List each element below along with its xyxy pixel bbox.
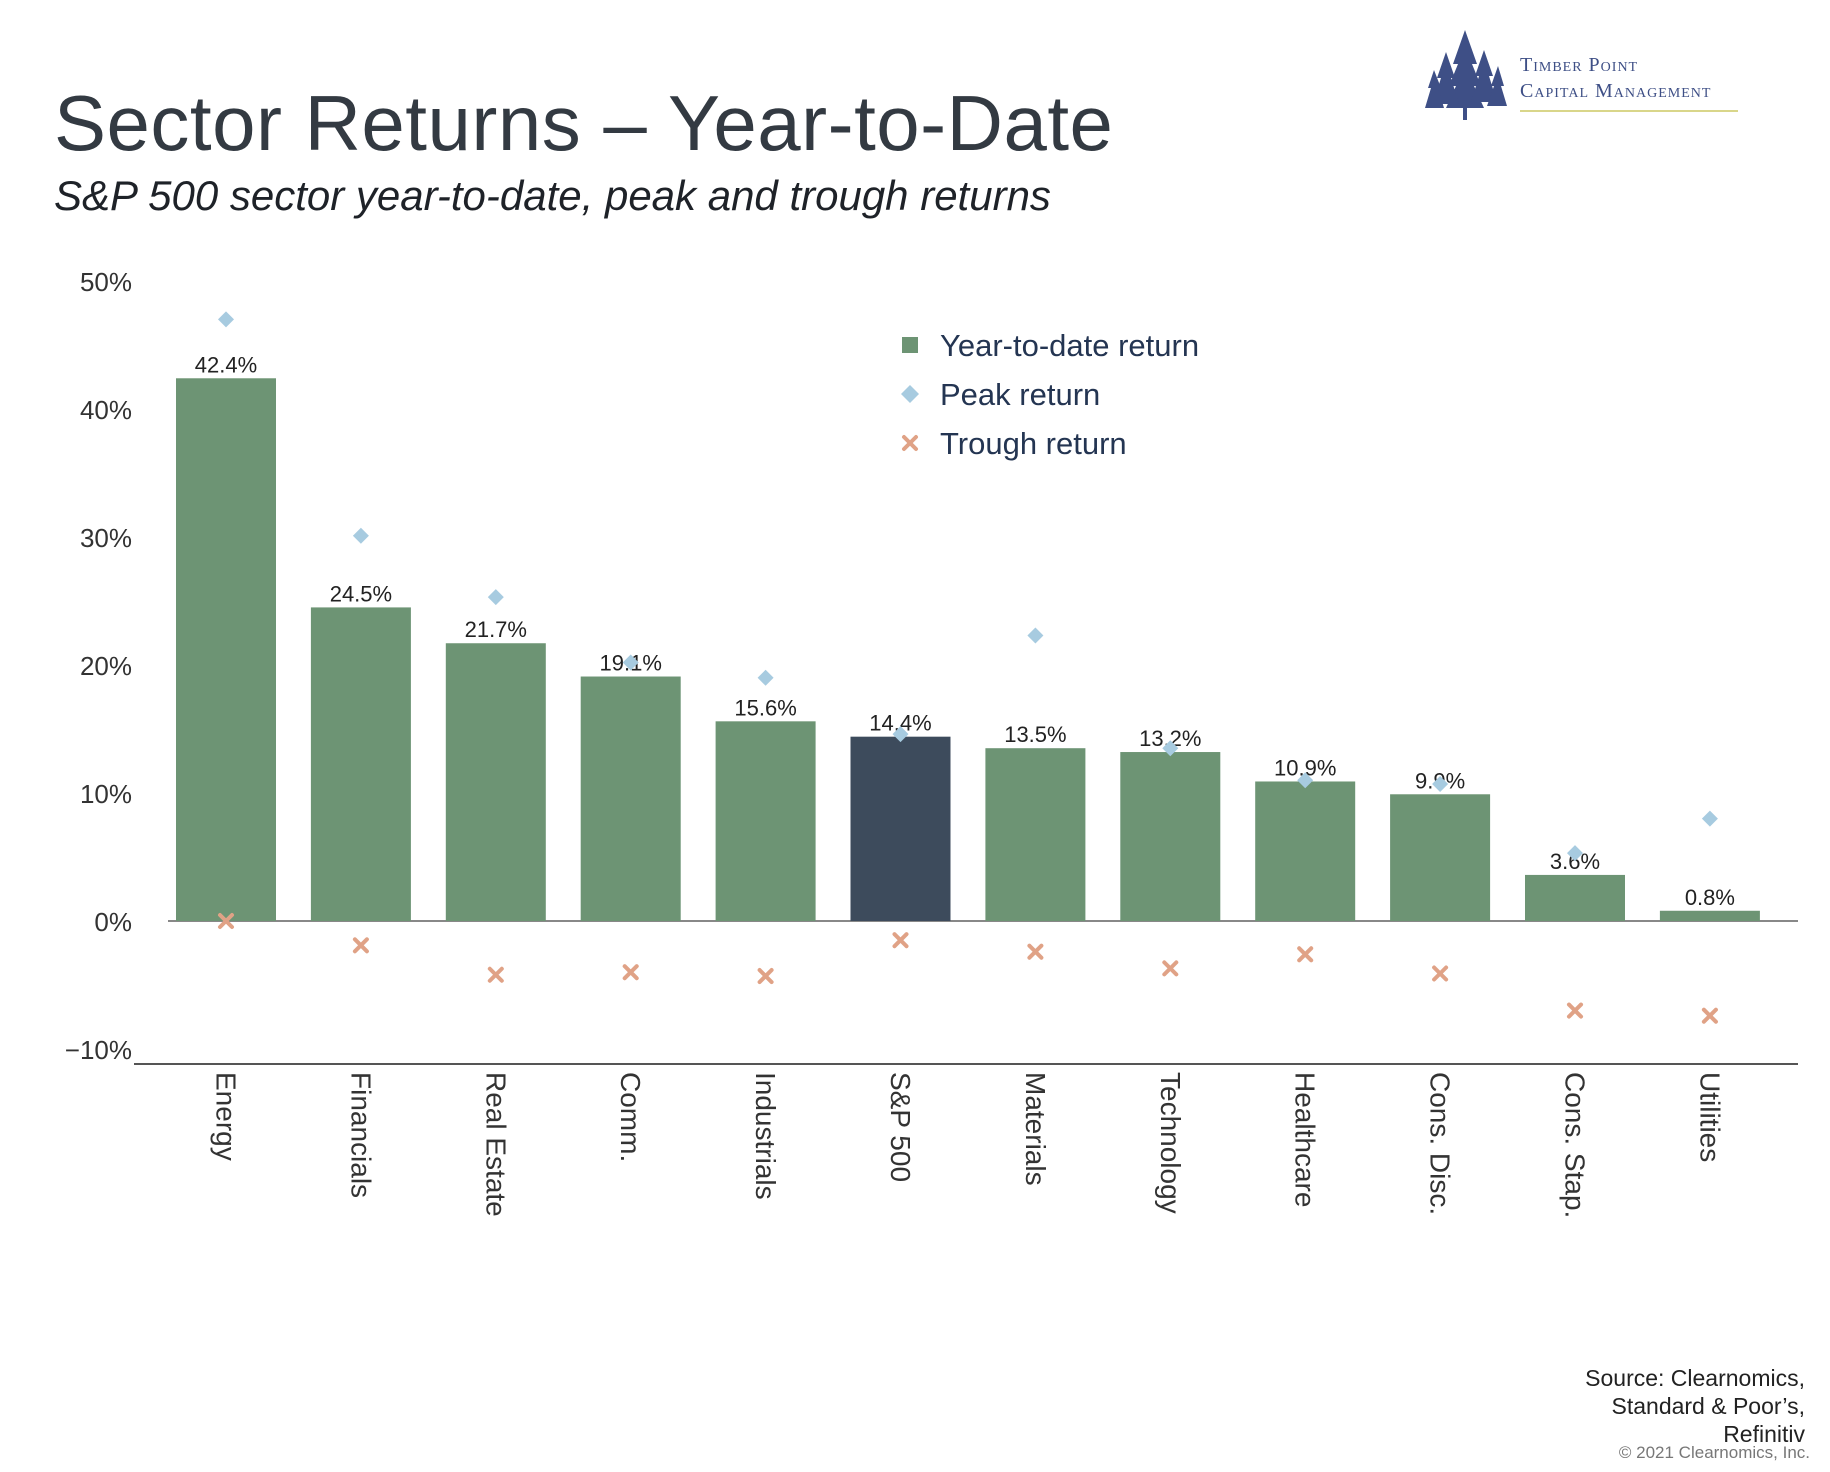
- trough-marker: [1432, 965, 1449, 982]
- legend-peak-swatch: [901, 385, 919, 403]
- trough-marker: [622, 964, 639, 981]
- x-category-label: Cons. Disc.: [1425, 1072, 1456, 1215]
- bar-s-p-500: [850, 736, 951, 921]
- y-tick-label: 10%: [80, 779, 132, 809]
- source-line-2: Standard & Poor’s,: [1611, 1393, 1806, 1419]
- x-category-label: Technology: [1155, 1072, 1186, 1214]
- data-label: 13.5%: [1004, 722, 1066, 747]
- legend-label: Peak return: [940, 377, 1100, 412]
- trough-marker: [218, 913, 234, 929]
- peak-marker: [1432, 776, 1449, 793]
- trough-marker: [1567, 1002, 1583, 1019]
- bar-healthcare: [1255, 781, 1356, 921]
- y-tick-label: 50%: [80, 267, 132, 297]
- trough-marker: [352, 937, 369, 954]
- legend-ytd-swatch: [902, 337, 918, 353]
- legend-label: Year-to-date return: [940, 328, 1199, 363]
- trough-marker: [1027, 943, 1044, 960]
- logo-line-2: Capital Management: [1520, 80, 1712, 102]
- y-tick-label: −10%: [65, 1035, 132, 1065]
- bar-financials: [310, 607, 411, 921]
- peak-marker: [218, 311, 234, 328]
- data-label: 15.6%: [734, 695, 796, 720]
- x-category-label: Cons. Stap.: [1560, 1072, 1591, 1218]
- y-tick-label: 20%: [80, 651, 132, 681]
- bar-materials: [985, 748, 1086, 921]
- bar-comm-: [580, 676, 681, 921]
- chart-subtitle: S&P 500 sector year-to-date, peak and tr…: [54, 172, 1051, 219]
- x-category-label: Comm.: [615, 1072, 646, 1162]
- logo-underline: [1520, 110, 1738, 112]
- logo-text: Timber Point Capital Management: [1520, 52, 1711, 104]
- logo-line-1: Timber Point: [1520, 54, 1639, 76]
- peak-marker: [892, 726, 909, 743]
- source-line-1: Source: Clearnomics,: [1585, 1365, 1805, 1391]
- trough-marker: [757, 968, 774, 985]
- peak-marker: [1297, 772, 1314, 789]
- source-note: Source: Clearnomics, Standard & Poor’s, …: [1585, 1364, 1805, 1448]
- x-category-label: Real Estate: [480, 1072, 511, 1217]
- y-tick-label: 40%: [80, 395, 132, 425]
- data-label: 21.7%: [465, 617, 527, 642]
- legend-trough-swatch: [902, 435, 918, 451]
- chart-title: Sector Returns – Year-to-Date: [54, 79, 1114, 167]
- bar-energy: [176, 378, 276, 921]
- bar-real-estate: [445, 643, 546, 921]
- y-tick-label: 0%: [94, 907, 132, 937]
- company-logo: Timber Point Capital Management: [1420, 26, 1740, 126]
- peak-marker: [352, 527, 369, 544]
- bar-utilities: [1659, 910, 1760, 921]
- trough-marker: [1162, 960, 1179, 977]
- bar-technology: [1120, 752, 1221, 921]
- bar-cons-disc-: [1390, 794, 1491, 921]
- bar-industrials: [715, 721, 816, 921]
- legend-label: Trough return: [940, 426, 1127, 461]
- x-category-label: Materials: [1020, 1072, 1051, 1186]
- data-label: 0.8%: [1685, 885, 1735, 910]
- data-label: 24.5%: [330, 581, 392, 606]
- copyright: © 2021 Clearnomics, Inc.: [1618, 1443, 1810, 1462]
- trough-marker: [892, 932, 909, 949]
- x-category-label: S&P 500: [885, 1072, 916, 1182]
- source-line-3: Refinitiv: [1723, 1421, 1805, 1447]
- x-category-label: Utilities: [1694, 1072, 1725, 1162]
- trough-marker: [1297, 946, 1314, 963]
- x-category-label: Energy: [211, 1072, 242, 1161]
- trough-marker: [1701, 1007, 1718, 1024]
- data-label: 42.4%: [195, 352, 257, 377]
- pine-trees-icon: [1425, 30, 1507, 120]
- trough-marker: [487, 966, 504, 983]
- x-category-label: Industrials: [750, 1072, 781, 1200]
- peak-marker: [757, 669, 774, 686]
- peak-marker: [1567, 845, 1583, 862]
- y-tick-label: 30%: [80, 523, 132, 553]
- peak-marker: [1701, 810, 1718, 827]
- peak-marker: [1027, 627, 1044, 644]
- peak-marker: [1162, 740, 1179, 757]
- peak-marker: [622, 654, 639, 671]
- x-category-label: Healthcare: [1290, 1072, 1321, 1207]
- peak-marker: [487, 589, 504, 606]
- x-category-label: Financials: [345, 1072, 376, 1198]
- bar-cons-stap-: [1525, 874, 1625, 921]
